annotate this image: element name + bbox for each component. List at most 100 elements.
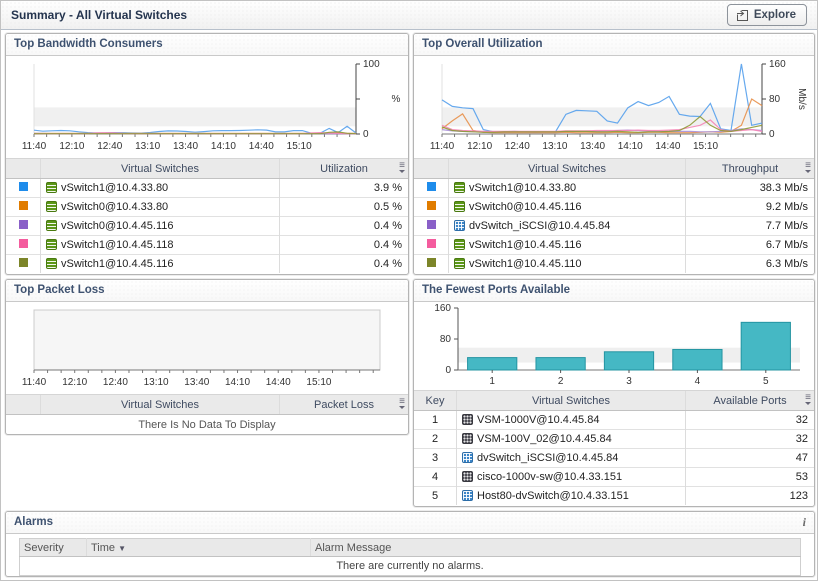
- vswitch-icon: [46, 220, 57, 231]
- utilization-value: 0.5 %: [279, 197, 408, 217]
- table-row[interactable]: dvSwitch_iSCSI@10.4.45.84 7.7 Mb/s: [414, 216, 814, 236]
- switch-name: vSwitch0@10.4.45.116: [469, 201, 582, 213]
- explore-label: Explore: [753, 9, 796, 21]
- svg-text:5: 5: [763, 376, 769, 387]
- switches-column-header[interactable]: Virtual Switches: [456, 390, 686, 411]
- empty-data-row: There Is No Data To Display: [6, 414, 408, 434]
- row-key: 3: [414, 448, 457, 468]
- throughput-value: 7.7 Mb/s: [685, 216, 814, 236]
- info-icon[interactable]: i: [802, 515, 806, 529]
- svg-text:80: 80: [769, 94, 781, 105]
- row-key: 1: [414, 410, 457, 430]
- table-row[interactable]: vSwitch1@10.4.45.116 6.7 Mb/s: [414, 235, 814, 255]
- series-color-swatch: [18, 258, 28, 267]
- svg-text:0: 0: [363, 129, 369, 140]
- svg-text:0: 0: [769, 129, 775, 140]
- vswitch-icon: [454, 201, 465, 212]
- utilization-column-header[interactable]: Utilization ≡: [279, 158, 408, 179]
- panel-fewest-ports: The Fewest Ports Available 160 80 0 1 2 3 4 5 K…: [413, 279, 815, 507]
- svg-text:13:40: 13:40: [580, 141, 605, 152]
- series-color-swatch: [18, 201, 28, 210]
- packetloss-chart[interactable]: 11:40 12:10 12:40 13:10 13:40 14:10 14:40 15:10: [6, 302, 408, 394]
- svg-text:14:10: 14:10: [618, 141, 643, 152]
- ports-column-header[interactable]: Available Ports ≡: [685, 390, 814, 411]
- packetloss-column-header[interactable]: Packet Loss ≡: [279, 394, 408, 415]
- utilization-value: 0.4 %: [279, 216, 408, 236]
- panel-packet-loss: Top Packet Loss 11:40 12:10 12:40 13:10 13:4…: [5, 279, 409, 435]
- table-customizer-icon[interactable]: ≡: [805, 392, 811, 403]
- available-ports-value: 32: [685, 429, 814, 449]
- bandwidth-chart[interactable]: 11:40 12:10 12:40 13:10 13:40 14:10 14:40 15:10…: [6, 56, 408, 158]
- ports-chart[interactable]: 160 80 0 1 2 3 4 5: [414, 302, 814, 390]
- explore-icon: [736, 9, 748, 21]
- table-customizer-icon[interactable]: ≡: [399, 160, 405, 171]
- table-row[interactable]: vSwitch1@10.4.33.80 38.3 Mb/s: [414, 178, 814, 198]
- table-row[interactable]: 4 cisco-1000v-sw@10.4.33.151 53: [414, 467, 814, 487]
- switch-name: vSwitch1@10.4.45.116: [469, 239, 582, 251]
- table-row[interactable]: vSwitch0@10.4.45.116 0.4 %: [6, 216, 408, 236]
- svg-text:15:10: 15:10: [287, 141, 312, 152]
- switches-column-header[interactable]: Virtual Switches: [40, 158, 280, 179]
- svg-text:100: 100: [363, 59, 380, 70]
- available-ports-value: 47: [685, 448, 814, 468]
- key-column-header[interactable]: Key: [414, 390, 457, 411]
- sort-desc-icon: ▼: [118, 543, 127, 553]
- table-header-row: Virtual Switches Throughput ≡: [414, 158, 814, 179]
- svg-text:3: 3: [626, 376, 632, 387]
- svg-text:13:40: 13:40: [173, 141, 198, 152]
- utilization-chart[interactable]: 11:40 12:10 12:40 13:10 13:40 14:10 14:40 15:10…: [414, 56, 814, 158]
- table-row[interactable]: vSwitch1@10.4.45.118 0.4 %: [6, 235, 408, 255]
- message-column-header[interactable]: Alarm Message: [310, 538, 801, 557]
- switch-name: dvSwitch_iSCSI@10.4.45.84: [469, 220, 611, 232]
- table-row[interactable]: vSwitch0@10.4.33.80 0.5 %: [6, 197, 408, 217]
- vswitch-icon: [46, 239, 57, 250]
- table-row[interactable]: vSwitch1@10.4.45.110 6.3 Mb/s: [414, 254, 814, 273]
- table-header-row: Key Virtual Switches Available Ports ≡: [414, 390, 814, 411]
- dvswitch-icon: [454, 220, 465, 231]
- dvswitch-icon: [462, 452, 473, 463]
- svg-text:13:10: 13:10: [135, 141, 160, 152]
- dvswitch-icon: [462, 490, 473, 501]
- series-color-swatch: [426, 258, 436, 267]
- vswitch-icon: [454, 239, 465, 250]
- table-row[interactable]: vSwitch1@10.4.33.80 3.9 %: [6, 178, 408, 198]
- table-row[interactable]: vSwitch1@10.4.45.116 0.4 %: [6, 254, 408, 273]
- color-column-header: [6, 158, 41, 179]
- throughput-column-header[interactable]: Throughput ≡: [685, 158, 814, 179]
- table-customizer-icon[interactable]: ≡: [805, 160, 811, 171]
- switch-name: vSwitch0@10.4.45.116: [61, 220, 174, 232]
- table-row[interactable]: 1 VSM-1000V@10.4.45.84 32: [414, 410, 814, 430]
- svg-text:15:10: 15:10: [306, 377, 331, 388]
- utilization-value: 0.4 %: [279, 254, 408, 273]
- page-header: Summary - All Virtual Switches Explore: [1, 1, 817, 30]
- table-row[interactable]: 5 Host80-dvSwitch@10.4.33.151 123: [414, 486, 814, 505]
- switch-name: dvSwitch_iSCSI@10.4.45.84: [477, 452, 619, 464]
- panel-title: Top Packet Loss: [6, 280, 408, 302]
- vswitch-icon: [46, 258, 57, 269]
- vsm-switch-icon: [462, 433, 473, 444]
- switch-name: vSwitch1@10.4.45.116: [61, 258, 174, 270]
- color-column-header: [414, 158, 449, 179]
- switches-column-header[interactable]: Virtual Switches: [448, 158, 686, 179]
- svg-text:13:40: 13:40: [184, 377, 209, 388]
- svg-text:13:10: 13:10: [144, 377, 169, 388]
- svg-text:160: 160: [434, 303, 451, 314]
- svg-text:2: 2: [558, 376, 564, 387]
- series-color-swatch: [426, 220, 436, 229]
- page-title: Summary - All Virtual Switches: [11, 8, 188, 22]
- vswitch-icon: [46, 182, 57, 193]
- explore-button[interactable]: Explore: [726, 4, 807, 26]
- table-customizer-icon[interactable]: ≡: [399, 396, 405, 407]
- time-column-header[interactable]: Time ▼: [86, 538, 311, 557]
- series-color-swatch: [426, 182, 436, 191]
- table-row[interactable]: vSwitch0@10.4.45.116 9.2 Mb/s: [414, 197, 814, 217]
- svg-text:12:10: 12:10: [62, 377, 87, 388]
- table-row[interactable]: 3 dvSwitch_iSCSI@10.4.45.84 47: [414, 448, 814, 468]
- svg-text:14:10: 14:10: [225, 377, 250, 388]
- switches-column-header[interactable]: Virtual Switches: [40, 394, 280, 415]
- available-ports-value: 123: [685, 486, 814, 505]
- switch-name: vSwitch1@10.4.45.110: [469, 258, 582, 270]
- severity-column-header[interactable]: Severity: [19, 538, 87, 557]
- table-row[interactable]: 2 VSM-100V_02@10.4.45.84 32: [414, 429, 814, 449]
- no-data-message: There Is No Data To Display: [6, 414, 408, 434]
